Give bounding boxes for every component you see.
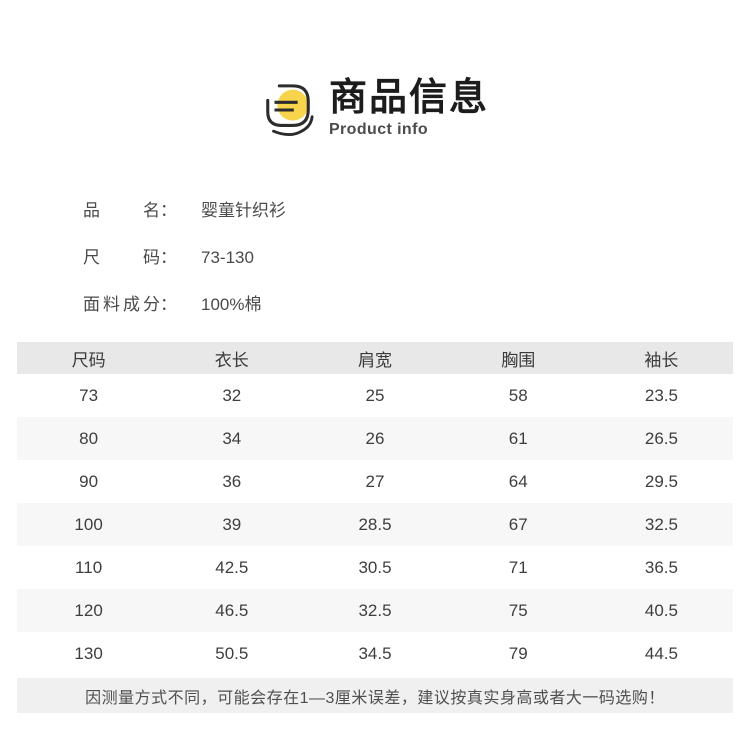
label-char: 料 [103, 295, 120, 314]
size-chart-cell: 34.5 [358, 643, 392, 663]
size-chart-cell: 130 [74, 643, 103, 663]
size-chart-cell: 90 [79, 471, 99, 491]
size-chart-cell: 44.5 [644, 643, 678, 663]
size-chart-cell: 32.5 [358, 600, 392, 620]
measurement-note: 因测量方式不同，可能会存在1—3厘米误差，建议按真实身高或者大一码选购！ [17, 678, 733, 713]
size-chart-row: 73 32 25 58 23.5 [17, 374, 733, 417]
size-chart-row: 130 50.5 34.5 79 44.5 [17, 632, 733, 675]
label-char: 码 [143, 248, 160, 267]
measurement-note-text: 因测量方式不同，可能会存在1—3厘米误差，建议按真实身高或者大一码选购！ [85, 689, 665, 707]
size-chart-cell: 23.5 [644, 385, 678, 405]
label-colon: ： [160, 201, 177, 220]
label-colon: ： [160, 295, 177, 314]
size-chart-cell: 67 [508, 514, 528, 534]
size-chart-row: 100 39 28.5 67 32.5 [17, 503, 733, 546]
size-chart-header-cell: 尺码 [71, 350, 106, 370]
header: 商品信息 Product info [0, 0, 750, 139]
size-chart-cell: 110 [75, 557, 103, 577]
label-char: 品 [83, 201, 100, 220]
size-chart-cell: 40.5 [644, 600, 678, 620]
size-chart-header-row: 尺码 衣长 肩宽 胸围 袖长 [17, 342, 733, 374]
label-char: 尺 [83, 248, 100, 267]
label-char: 分 [143, 295, 160, 314]
size-chart-row: 90 36 27 64 29.5 [17, 460, 733, 503]
size-chart-cell: 28.5 [358, 514, 392, 534]
size-chart-cell: 34 [222, 428, 242, 448]
size-chart-cell: 42.5 [215, 557, 249, 577]
size-chart-cell: 27 [365, 471, 385, 491]
fabric-label: 面料成分 [83, 295, 160, 315]
size-chart-cell: 73 [79, 385, 99, 405]
size-chart-row: 80 34 26 61 26.5 [17, 417, 733, 460]
product-attributes: 品名： 婴童针织衫 尺码： 73-130 面料成分： 100%棉 [83, 201, 750, 315]
size-range-label: 尺码 [83, 248, 160, 268]
label-char: 面 [83, 295, 100, 314]
size-chart-table: 尺码 衣长 肩宽 胸围 袖长 73 32 25 58 23.5 80 34 26… [17, 342, 733, 675]
size-chart-cell: 32.5 [644, 514, 678, 534]
size-chart-cell: 26.5 [644, 428, 678, 448]
size-chart-cell: 64 [508, 471, 528, 491]
size-chart-cell: 100 [74, 514, 103, 534]
size-chart-cell: 39 [222, 514, 242, 534]
size-chart-cell: 29.5 [644, 471, 678, 491]
size-chart-cell: 25 [365, 385, 385, 405]
size-chart-header-cell: 袖长 [644, 350, 679, 370]
product-name-row: 品名： 婴童针织衫 [83, 201, 750, 221]
title-block: 商品信息 Product info [329, 78, 489, 139]
label-char: 成 [123, 295, 140, 314]
label-char: 名 [143, 201, 160, 220]
size-chart-cell: 79 [508, 643, 528, 663]
size-chart-cell: 50.5 [215, 643, 249, 663]
size-chart-row: 120 46.5 32.5 75 40.5 [17, 589, 733, 632]
label-colon: ： [160, 248, 177, 267]
size-chart-cell: 120 [74, 600, 103, 620]
page-subtitle: Product info [328, 121, 428, 138]
size-chart-cell: 36 [222, 471, 242, 491]
size-chart-cell: 32 [222, 385, 242, 405]
size-chart-cell: 80 [79, 428, 99, 448]
fabric-value: 100%棉 [201, 295, 262, 314]
size-chart-cell: 46.5 [215, 600, 249, 620]
size-chart-header-cell: 衣长 [214, 350, 249, 370]
size-range-row: 尺码： 73-130 [83, 248, 750, 268]
fabric-row: 面料成分： 100%棉 [83, 295, 750, 315]
size-chart-cell: 30.5 [358, 557, 392, 577]
product-name-value: 婴童针织衫 [201, 201, 286, 220]
size-chart-row: 110 42.5 30.5 71 36.5 [17, 546, 733, 589]
size-chart-header-cell: 胸围 [501, 350, 536, 370]
size-range-value: 73-130 [201, 248, 254, 267]
size-chart-cell: 61 [508, 428, 528, 448]
page-title: 商品信息 [328, 77, 489, 119]
product-info-icon [261, 81, 315, 139]
size-chart-cell: 75 [508, 600, 528, 620]
size-chart-cell: 71 [508, 557, 528, 577]
product-name-label: 品名 [83, 201, 160, 221]
size-chart-cell: 26 [365, 428, 385, 448]
size-chart-cell: 36.5 [644, 557, 678, 577]
size-chart-header-cell: 肩宽 [358, 350, 392, 370]
size-chart-cell: 58 [508, 385, 528, 405]
